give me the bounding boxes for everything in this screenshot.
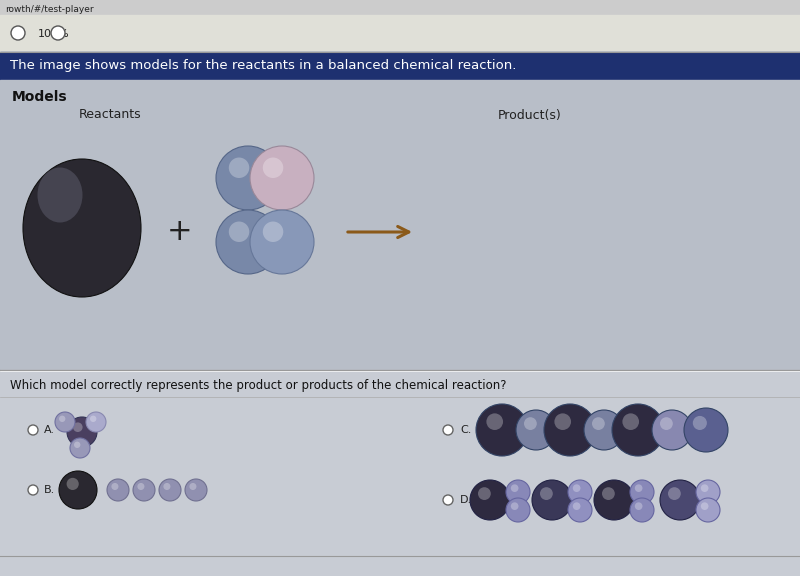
- Circle shape: [554, 414, 571, 430]
- Circle shape: [73, 422, 82, 432]
- Text: +: +: [167, 218, 193, 247]
- Circle shape: [668, 487, 681, 500]
- Circle shape: [163, 483, 170, 490]
- Circle shape: [696, 498, 720, 522]
- Circle shape: [540, 487, 553, 500]
- Text: Models: Models: [12, 90, 68, 104]
- Circle shape: [55, 412, 75, 432]
- Text: A.: A.: [44, 425, 55, 435]
- Circle shape: [476, 404, 528, 456]
- Bar: [0, 370, 800, 576]
- Text: The image shows models for the reactants in a balanced chemical reaction.: The image shows models for the reactants…: [10, 59, 516, 73]
- Text: 100%: 100%: [38, 29, 70, 39]
- Circle shape: [250, 210, 314, 274]
- Text: Reactants: Reactants: [78, 108, 142, 122]
- Circle shape: [524, 417, 537, 430]
- Circle shape: [229, 157, 250, 178]
- Circle shape: [28, 485, 38, 495]
- Circle shape: [568, 498, 592, 522]
- Circle shape: [66, 478, 78, 490]
- Circle shape: [630, 480, 654, 504]
- Circle shape: [635, 502, 642, 510]
- Circle shape: [67, 417, 97, 447]
- Circle shape: [59, 471, 97, 509]
- Circle shape: [478, 487, 490, 500]
- Circle shape: [532, 480, 572, 520]
- Circle shape: [696, 480, 720, 504]
- Bar: [0, 80, 800, 370]
- Circle shape: [568, 480, 592, 504]
- Circle shape: [185, 479, 207, 501]
- Circle shape: [573, 502, 581, 510]
- Circle shape: [28, 425, 38, 435]
- Circle shape: [486, 414, 503, 430]
- Circle shape: [190, 483, 197, 490]
- Circle shape: [11, 26, 25, 40]
- Circle shape: [516, 410, 556, 450]
- Circle shape: [660, 417, 673, 430]
- Ellipse shape: [38, 168, 82, 222]
- Circle shape: [693, 416, 707, 430]
- Text: B.: B.: [44, 485, 55, 495]
- Circle shape: [635, 484, 642, 492]
- Circle shape: [443, 425, 453, 435]
- Circle shape: [138, 483, 145, 490]
- Circle shape: [684, 408, 728, 452]
- Circle shape: [510, 502, 518, 510]
- Circle shape: [443, 495, 453, 505]
- Circle shape: [70, 438, 90, 458]
- Circle shape: [111, 483, 118, 490]
- Circle shape: [90, 416, 97, 422]
- Text: Which model correctly represents the product or products of the chemical reactio: Which model correctly represents the pro…: [10, 380, 506, 392]
- Circle shape: [573, 484, 581, 492]
- Circle shape: [594, 480, 634, 520]
- Circle shape: [470, 480, 510, 520]
- Circle shape: [133, 479, 155, 501]
- Circle shape: [612, 404, 664, 456]
- Bar: [0, 15, 800, 52]
- Circle shape: [74, 442, 80, 448]
- Circle shape: [216, 210, 280, 274]
- Text: D.: D.: [460, 495, 472, 505]
- Bar: [0, 52, 800, 80]
- Circle shape: [660, 480, 700, 520]
- Circle shape: [59, 416, 66, 422]
- Circle shape: [262, 222, 283, 242]
- Text: Product(s): Product(s): [498, 108, 562, 122]
- Circle shape: [86, 412, 106, 432]
- Circle shape: [216, 146, 280, 210]
- Circle shape: [229, 222, 250, 242]
- Bar: [0, 0, 800, 15]
- Circle shape: [602, 487, 614, 500]
- Circle shape: [510, 484, 518, 492]
- Circle shape: [107, 479, 129, 501]
- Ellipse shape: [23, 159, 141, 297]
- Circle shape: [544, 404, 596, 456]
- Circle shape: [652, 410, 692, 450]
- Circle shape: [701, 484, 709, 492]
- Circle shape: [506, 498, 530, 522]
- Circle shape: [701, 502, 709, 510]
- Text: rowth/#/test-player: rowth/#/test-player: [5, 6, 94, 14]
- Circle shape: [506, 480, 530, 504]
- Circle shape: [592, 417, 605, 430]
- Circle shape: [262, 157, 283, 178]
- Circle shape: [630, 498, 654, 522]
- Circle shape: [159, 479, 181, 501]
- Circle shape: [622, 414, 639, 430]
- Circle shape: [584, 410, 624, 450]
- Circle shape: [51, 26, 65, 40]
- Text: C.: C.: [460, 425, 471, 435]
- Circle shape: [250, 146, 314, 210]
